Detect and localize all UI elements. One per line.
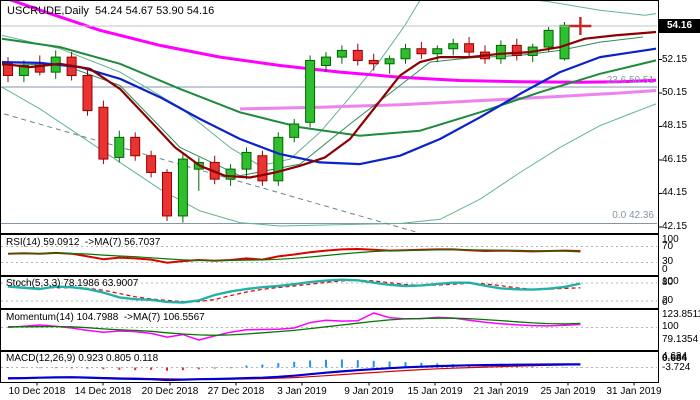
macd-plot[interactable] <box>1 359 657 382</box>
momentum-plot[interactable] <box>1 312 657 341</box>
stoch-panel-label: Stoch(5,3,3) 78.1986 63.9007 <box>6 278 139 289</box>
rsi-line <box>7 248 581 264</box>
ma-magenta <box>9 1 657 84</box>
date-label: 21 Jan 2019 <box>473 386 529 397</box>
rsi-panel-label: RSI(14) 59.0912 ->MA(7) 56.7037 <box>6 237 161 248</box>
macd-axis-label: -3.724 <box>662 362 691 373</box>
envelope-lower <box>1 86 657 227</box>
date-label: 14 Dec 2018 <box>74 386 132 397</box>
momentum-panel-label: Momentum(14) 104.7988 ->MA(7) 106.5567 <box>6 312 205 323</box>
price-axis-label: 46.15 <box>662 154 688 165</box>
rsi-axis-label: 30 <box>662 256 674 267</box>
price-axis-label: 42.15 <box>662 221 688 232</box>
price-axis-label: 50.15 <box>662 87 688 98</box>
momentum-axis-label: 100 <box>662 321 679 332</box>
date-label: 10 Dec 2018 <box>8 386 66 397</box>
ma-darkgreen <box>1 37 657 137</box>
momentum-axis-label: 79.1354 <box>662 334 699 345</box>
price-axis: 52.15 50.15 48.15 46.15 44.15 42.15 <box>660 0 700 400</box>
stoch-plot[interactable] <box>1 278 657 304</box>
momentum-axis-label: 123.8511 <box>662 309 700 320</box>
ma-blue <box>1 47 657 166</box>
rsi-axis-label: 0 <box>662 264 668 275</box>
date-label: 9 Jan 2019 <box>344 386 394 397</box>
macd-main-line <box>7 363 581 382</box>
stoch-axis-label: 80 <box>662 277 674 288</box>
ma-thin-green <box>1 36 644 177</box>
macd-panel-label: MACD(12,26,9) 0.923 0.805 0.118 <box>6 353 159 364</box>
date-label: 27 Dec 2018 <box>207 386 265 397</box>
stoch-d-line <box>7 279 581 303</box>
ma-maroon <box>1 30 657 179</box>
date-axis: 10 Dec 2018 14 Dec 2018 20 Dec 2018 27 Dec … <box>0 385 700 400</box>
rsi-axis-label: 70 <box>662 241 674 252</box>
rsi-axis-label: 100 <box>662 234 679 245</box>
date-label: 20 Dec 2018 <box>141 386 199 397</box>
macd-axis-label: 0.684 <box>662 353 688 364</box>
trendline-dashed <box>3 113 418 232</box>
stoch-axis-label: 100 <box>662 276 679 287</box>
price-axis-label: 52.15 <box>662 54 688 65</box>
fib-level-236-label: 23.6 50.51 <box>606 75 654 86</box>
momentum-line <box>7 312 581 341</box>
current-price-tag: 54.16 <box>659 19 700 33</box>
stoch-axis-label: 20 <box>662 295 674 306</box>
stoch-axis-label: 0 <box>662 297 668 308</box>
fib-level-0-label: 0.0 42.36 <box>612 210 654 221</box>
momentum-ma-line <box>8 317 581 336</box>
date-label: 25 Jan 2019 <box>540 386 596 397</box>
chart-title: USCRUDE,Daily 54.24 54.67 53.90 54.16 <box>7 5 215 17</box>
price-axis-label: 44.15 <box>662 187 688 198</box>
indicator-axis: 100 70 30 0 100 80 20 0 123.8511 100 79.1354 4.634 0… <box>660 0 700 400</box>
date-label: 31 Jan 2019 <box>606 386 662 397</box>
macd-axis-label: 4.634 <box>662 351 688 362</box>
stoch-k-line <box>7 278 581 304</box>
rsi-ma-line <box>7 249 581 262</box>
date-label: 3 Jan 2019 <box>277 386 327 397</box>
price-axis-label: 48.15 <box>662 120 688 131</box>
rsi-plot[interactable] <box>1 246 657 264</box>
ma-violet <box>239 89 657 111</box>
date-label: 15 Jan 2019 <box>407 386 463 397</box>
main-plot[interactable] <box>1 0 657 236</box>
